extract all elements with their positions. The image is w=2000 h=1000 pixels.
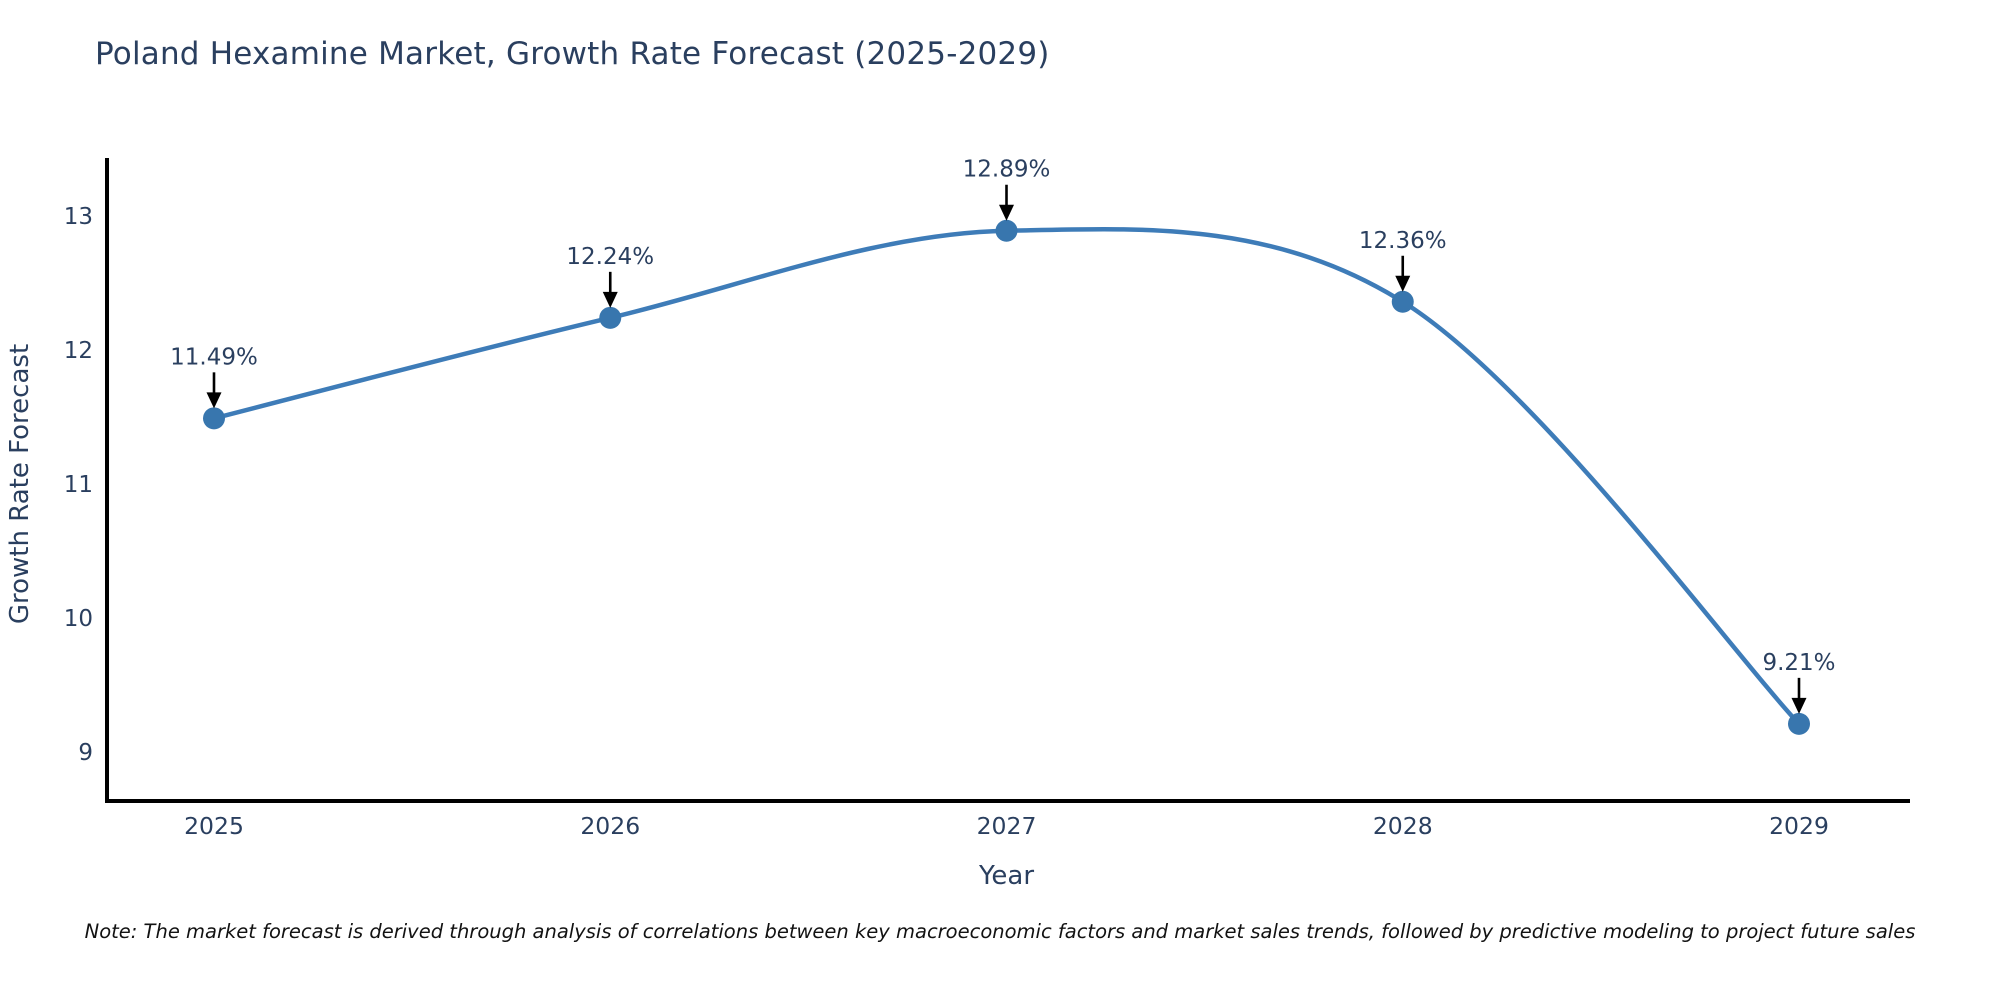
annotation-arrow-head <box>602 291 618 308</box>
forecast-line-series <box>211 226 1802 727</box>
x-tick-label: 2027 <box>977 812 1037 840</box>
x-tick-label: 2029 <box>1769 812 1829 840</box>
chart-note: Note: The market forecast is derived thr… <box>84 920 1916 943</box>
y-tick-label: 13 <box>64 204 93 230</box>
data-point-marker <box>1391 290 1414 313</box>
y-tick-label: 11 <box>64 472 93 498</box>
annotation-arrow-head <box>206 392 222 409</box>
annotation-arrow-head <box>1791 697 1807 714</box>
x-tick-label: 2028 <box>1373 812 1433 840</box>
data-point-marker <box>599 306 622 329</box>
point-value-label: 12.24% <box>566 244 654 270</box>
y-tick-label: 10 <box>64 606 93 632</box>
point-value-label: 12.89% <box>963 157 1051 183</box>
point-value-label: 12.36% <box>1359 228 1447 254</box>
y-tick-label: 12 <box>64 338 93 364</box>
data-point-marker <box>1788 712 1810 735</box>
x-axis-title: Year <box>978 861 1034 891</box>
data-point-marker <box>995 219 1018 242</box>
chart-title: Poland Hexamine Market, Growth Rate Fore… <box>95 36 1050 72</box>
point-value-label: 9.21% <box>1762 650 1835 676</box>
x-tick-label: 2025 <box>184 812 244 840</box>
point-value-label: 11.49% <box>170 344 258 370</box>
annotation-arrow-head <box>999 204 1014 221</box>
annotation-arrow-head <box>1395 275 1411 292</box>
x-tick-label: 2026 <box>580 812 640 840</box>
y-tick-label: 9 <box>78 740 93 766</box>
y-axis-title: Growth Rate Forecast <box>5 344 35 624</box>
data-point-marker <box>203 407 225 430</box>
